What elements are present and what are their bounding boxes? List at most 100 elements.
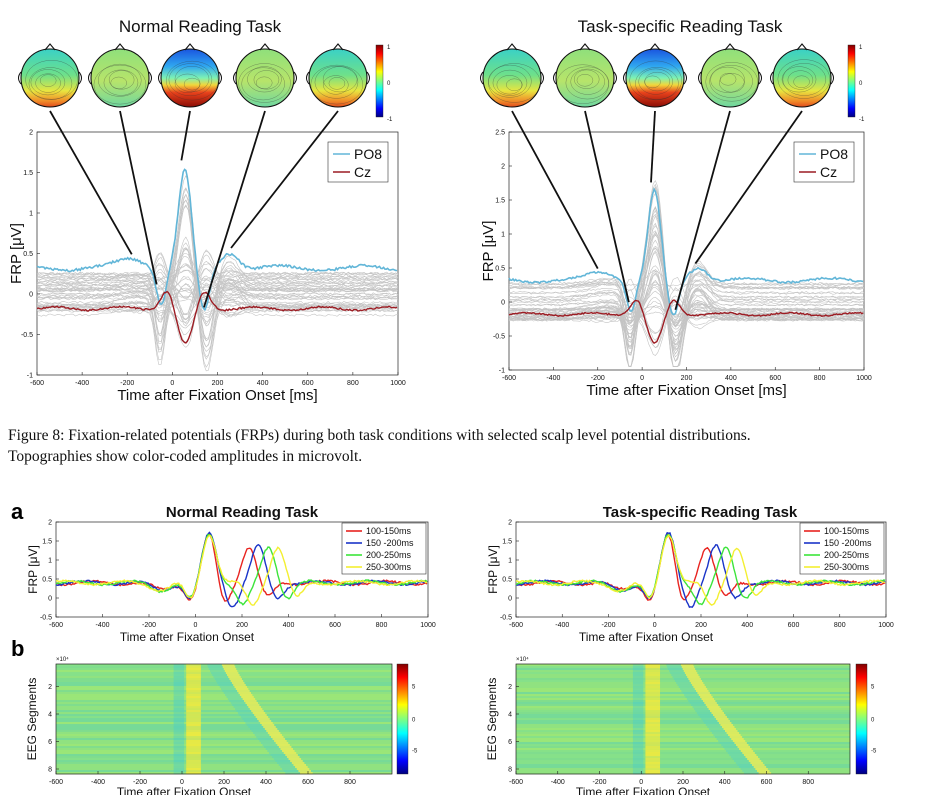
- heatmap-band: [682, 692, 698, 695]
- heatmap-band: [262, 744, 278, 747]
- right-ear-mark: [830, 71, 834, 85]
- colorbar-tick-label: 1: [859, 45, 863, 51]
- heatmap-band: [739, 748, 752, 751]
- heatmap-band: [228, 676, 241, 679]
- heatmap-row: [56, 676, 392, 679]
- x-tick-label: 400: [283, 622, 295, 629]
- heatmap-band: [645, 728, 661, 731]
- heatmap-row: [56, 706, 392, 709]
- channel-trace: [508, 233, 865, 319]
- heatmap-band: [186, 708, 201, 711]
- heatmap-band: [186, 700, 201, 703]
- colorbar-tick-label: -5: [412, 748, 418, 754]
- heatmap-row: [516, 732, 850, 735]
- heatmap-row: [56, 730, 392, 733]
- x-tick-label: -600: [49, 779, 63, 786]
- heatmap-band: [173, 722, 185, 725]
- topography-connector: [650, 110, 656, 183]
- heatmap-row: [516, 674, 850, 677]
- heatmap-band: [731, 738, 744, 741]
- heatmap-band: [676, 682, 691, 685]
- heatmap-band: [186, 672, 201, 675]
- heatmap-band: [173, 758, 185, 761]
- x-tick-label: -200: [601, 622, 615, 629]
- contour-line: [781, 66, 817, 93]
- nose-mark: [796, 43, 808, 51]
- heatmap-band: [700, 696, 713, 699]
- heatmap-band: [632, 768, 644, 771]
- heatmap-band: [632, 706, 644, 709]
- colorbar-tick-label: 0: [387, 81, 391, 87]
- y-tick-label: 2: [48, 684, 52, 691]
- x-tick-label: 800: [347, 380, 359, 387]
- y-tick-label: 0: [508, 596, 512, 603]
- topography-connector: [49, 110, 133, 255]
- heatmap-band: [734, 742, 747, 745]
- heatmap-band: [186, 682, 201, 685]
- heatmap-row: [56, 672, 392, 675]
- contour-line: [793, 75, 810, 88]
- heatmap-band: [246, 704, 260, 707]
- x-tick-label: -200: [591, 375, 605, 382]
- heatmap-row: [56, 768, 392, 771]
- y-tick-label: 1.5: [23, 170, 33, 177]
- topography-connector: [230, 110, 339, 249]
- heatmap-band: [186, 710, 201, 713]
- heatmap-band: [270, 736, 284, 739]
- heatmap-band: [743, 772, 759, 775]
- nose-mark: [506, 43, 518, 51]
- heatmap-row: [516, 692, 850, 695]
- left-ear-mark: [158, 71, 162, 85]
- heatmap-band: [632, 742, 644, 745]
- heatmap-row: [516, 768, 850, 771]
- y-tick-label: 2: [29, 130, 33, 137]
- heatmap-row: [56, 682, 392, 685]
- heatmap-band: [632, 690, 644, 693]
- heatmap-row: [56, 684, 392, 687]
- heatmap-band: [632, 666, 644, 669]
- heatmap-band: [632, 682, 644, 685]
- heatmap-band: [186, 732, 201, 735]
- heatmap-band: [645, 704, 661, 707]
- heatmap-band: [645, 750, 661, 753]
- heatmap-band: [278, 764, 294, 767]
- right-ear-mark: [366, 71, 370, 85]
- heatmap-band: [225, 694, 240, 697]
- heatmap-row: [56, 688, 392, 691]
- heatmap-band: [173, 672, 185, 675]
- heatmap-band: [186, 728, 201, 731]
- heatmap-band: [222, 666, 236, 669]
- heatmap-band: [255, 716, 269, 719]
- heatmap-band: [632, 720, 644, 723]
- heatmap-row: [56, 674, 392, 677]
- heatmap-band: [221, 688, 236, 691]
- y-tick-label: 2: [48, 520, 52, 527]
- heatmap-band: [745, 756, 759, 759]
- segment-heatmap: -600 -400 -200 0 200 400 600 800 2 4 6 8 ×10⁴ EEG Seg…: [485, 656, 877, 795]
- heatmap-band: [173, 748, 185, 751]
- heatmap-band: [226, 674, 240, 677]
- heatmap-band: [645, 758, 661, 761]
- heatmap-band: [714, 716, 727, 719]
- heatmap-band: [673, 678, 689, 681]
- heatmap-band: [251, 710, 264, 713]
- x-tick-label: 200: [218, 779, 230, 786]
- topography-connector: [694, 110, 803, 265]
- contour-line: [635, 67, 679, 100]
- heatmap-band: [645, 696, 661, 699]
- contour-line: [777, 59, 831, 99]
- heatmap-band: [678, 686, 694, 689]
- heatmap-band: [707, 706, 720, 709]
- heatmap-band: [291, 762, 305, 765]
- heatmap-band: [668, 668, 683, 671]
- heatmap-band: [734, 760, 749, 763]
- y-tick-label: 0: [29, 292, 33, 299]
- heatmap-band: [173, 720, 185, 723]
- heatmap-band: [254, 734, 270, 737]
- heatmap-row: [56, 696, 392, 699]
- legend: PO8 Cz: [327, 141, 389, 183]
- heatmap-band: [645, 730, 661, 733]
- channel-traces: [36, 175, 399, 372]
- heatmap-row: [516, 694, 850, 697]
- heatmap-band: [186, 736, 201, 739]
